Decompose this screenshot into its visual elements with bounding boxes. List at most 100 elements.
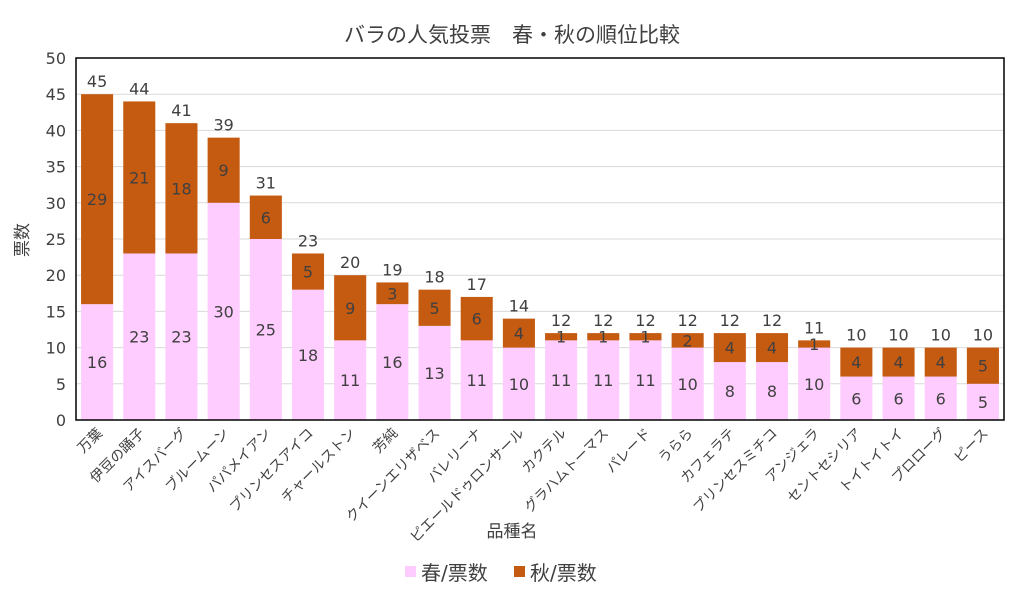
data-label-spring: 8: [725, 382, 735, 401]
bar-spring: [545, 340, 578, 420]
bar-spring: [966, 383, 999, 420]
bar-spring: [755, 362, 789, 420]
data-label-total: 10: [973, 326, 993, 345]
data-label-total: 44: [129, 79, 149, 98]
data-label-total: 11: [804, 318, 824, 337]
legend-label-autumn: 秋/票数: [530, 561, 597, 585]
data-label-autumn: 4: [851, 353, 861, 372]
bar-spring: [207, 202, 240, 420]
data-label-spring: 18: [298, 346, 318, 365]
legend: 春/票数 秋/票数: [405, 561, 597, 585]
data-label-spring: 30: [213, 302, 233, 321]
data-label-total: 45: [87, 72, 107, 91]
x-tick-label: 芳純: [369, 425, 401, 457]
x-tick-label: ピース: [951, 426, 992, 467]
data-label-total: 19: [382, 260, 402, 279]
data-label-total: 23: [298, 231, 318, 250]
data-label-autumn: 4: [936, 353, 946, 372]
data-label-total: 39: [213, 116, 233, 135]
y-axis-title: 票数: [13, 223, 33, 257]
bar-autumn: [840, 347, 873, 377]
data-label-total: 12: [635, 311, 655, 330]
legend-swatch-autumn: [514, 566, 525, 577]
data-label-autumn: 9: [219, 161, 229, 180]
data-label-total: 17: [467, 275, 487, 294]
bar-spring: [798, 347, 831, 420]
chart-title: バラの人気投票 春・秋の順位比較: [344, 23, 680, 47]
data-label-autumn: 6: [472, 310, 482, 329]
bar-autumn: [165, 123, 198, 254]
bar-spring: [924, 376, 957, 420]
x-tick-label: セントセシリア: [785, 426, 866, 507]
data-label-spring: 5: [978, 393, 988, 412]
data-label-total: 20: [340, 253, 360, 272]
bar-spring: [249, 239, 282, 420]
y-tick-label: 15: [46, 302, 66, 321]
data-label-autumn: 4: [767, 339, 777, 358]
bar-autumn: [207, 137, 240, 203]
bar-autumn: [376, 282, 409, 305]
y-tick-label: 25: [46, 230, 66, 249]
data-label-autumn: 5: [429, 299, 439, 318]
bar-spring: [882, 376, 915, 420]
bar-autumn: [924, 347, 957, 377]
bar-autumn: [81, 94, 114, 305]
data-label-autumn: 2: [683, 331, 693, 350]
data-label-autumn: 6: [261, 208, 271, 227]
y-tick-label: 10: [46, 339, 66, 358]
y-tick-label: 50: [46, 49, 66, 68]
bar-spring: [418, 325, 451, 420]
data-label-total: 18: [424, 268, 444, 287]
bar-autumn: [798, 340, 831, 348]
data-label-autumn: 1: [556, 328, 566, 347]
data-label-spring: 6: [936, 389, 946, 408]
plot-area-border: [75, 57, 1005, 421]
data-label-spring: 23: [171, 328, 191, 347]
data-label-spring: 11: [551, 371, 571, 390]
bar-autumn: [249, 195, 282, 239]
bar-autumn: [882, 347, 915, 377]
bar-autumn: [545, 333, 578, 341]
data-label-total: 12: [551, 311, 571, 330]
bar-spring: [671, 347, 704, 420]
bar-autumn: [291, 253, 325, 290]
legend-label-spring: 春/票数: [421, 561, 488, 585]
data-label-autumn: 9: [345, 299, 355, 318]
data-label-autumn: 3: [387, 284, 397, 303]
bar-spring: [502, 347, 535, 420]
bar-autumn: [755, 333, 789, 363]
data-label-spring: 10: [677, 375, 697, 394]
bar-autumn: [587, 333, 620, 341]
data-label-total: 12: [593, 311, 613, 330]
bar-autumn: [460, 296, 493, 341]
data-label-autumn: 1: [640, 328, 650, 347]
y-tick-label: 40: [46, 121, 66, 140]
data-label-spring: 25: [256, 321, 276, 340]
bar-spring: [840, 376, 873, 420]
bar-spring: [587, 340, 620, 420]
data-label-total: 10: [888, 326, 908, 345]
data-label-autumn: 1: [598, 328, 608, 347]
bar-autumn: [629, 333, 662, 341]
bar-spring: [334, 340, 367, 420]
data-label-autumn: 21: [129, 168, 149, 187]
data-label-autumn: 4: [725, 339, 735, 358]
x-axis-title: 品種名: [487, 522, 538, 542]
data-label-total: 10: [846, 326, 866, 345]
data-label-spring: 6: [893, 389, 903, 408]
x-tick-label: パレード: [603, 426, 654, 477]
bar-spring: [460, 340, 493, 420]
bar-spring: [81, 304, 114, 420]
data-label-autumn: 5: [303, 263, 313, 282]
data-label-autumn: 5: [978, 357, 988, 376]
y-tick-label: 20: [46, 266, 66, 285]
data-label-spring: 10: [804, 375, 824, 394]
data-label-spring: 23: [129, 328, 149, 347]
data-label-spring: 11: [635, 371, 655, 390]
data-label-total: 10: [931, 326, 951, 345]
bar-autumn: [123, 101, 156, 254]
y-tick-label: 45: [46, 85, 66, 104]
y-tick-label: 30: [46, 194, 66, 213]
y-tick-label: 0: [56, 411, 66, 430]
